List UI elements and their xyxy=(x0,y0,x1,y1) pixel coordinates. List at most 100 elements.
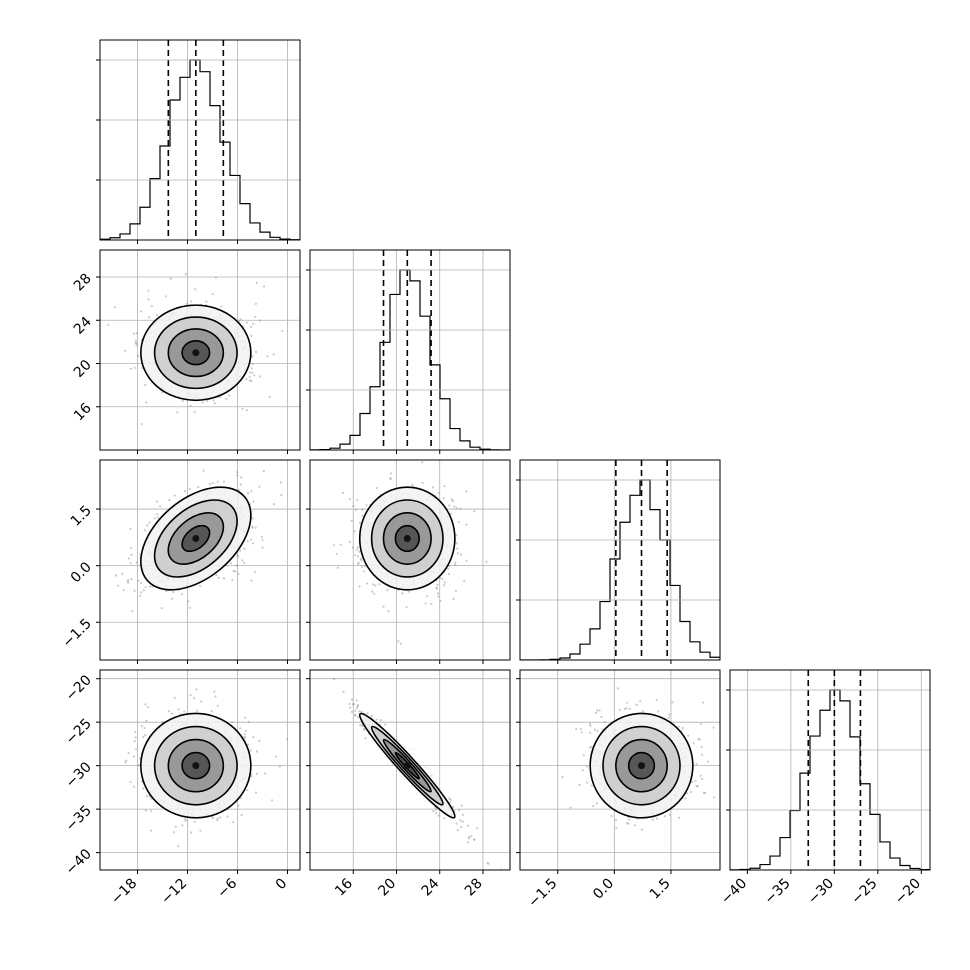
scatter-point xyxy=(486,861,489,864)
scatter-point xyxy=(410,785,413,788)
x-tick-label: 1.5 xyxy=(647,876,674,903)
contour-0 xyxy=(181,340,211,366)
scatter-point xyxy=(461,813,465,817)
scatter-point xyxy=(696,785,699,788)
scatter-point xyxy=(459,553,462,556)
scatter-point xyxy=(229,562,233,565)
scatter-point xyxy=(443,581,446,584)
scatter-point xyxy=(451,500,454,503)
scatter-point xyxy=(142,589,145,592)
scatter-point xyxy=(701,753,704,756)
scatter-point xyxy=(360,565,364,568)
density-peak xyxy=(192,762,200,770)
scatter-point xyxy=(132,755,136,758)
scatter-point xyxy=(588,722,591,725)
scatter-point xyxy=(241,407,244,410)
scatter-point xyxy=(437,491,440,495)
scatter-point xyxy=(133,589,136,592)
scatter-point xyxy=(389,477,392,480)
scatter-point xyxy=(130,553,133,557)
scatter-point xyxy=(147,706,150,709)
x-tick-label: −1.5 xyxy=(525,876,560,911)
scatter-point xyxy=(363,728,366,731)
scatter-point xyxy=(341,491,345,494)
scatter-point xyxy=(375,718,378,721)
histogram-0 xyxy=(100,59,300,240)
scatter-point xyxy=(403,778,406,781)
scatter-point xyxy=(439,576,442,580)
scatter-point xyxy=(689,790,693,794)
scatter-point xyxy=(448,504,451,507)
scatter-point xyxy=(379,719,382,722)
scatter-point xyxy=(261,546,264,549)
scatter-point xyxy=(147,316,151,319)
scatter-point xyxy=(434,808,438,811)
scatter-point xyxy=(600,715,603,719)
contour-3 xyxy=(358,486,456,591)
scatter-point xyxy=(623,707,626,711)
scatter-point xyxy=(259,319,262,322)
scatter-point xyxy=(365,582,369,585)
scatter-point xyxy=(700,745,703,748)
scatter-point xyxy=(465,559,468,562)
scatter-point xyxy=(131,610,134,613)
scatter-point xyxy=(355,707,359,710)
scatter-point xyxy=(260,535,263,539)
scatter-point xyxy=(140,310,143,313)
x-tick-label: 0 xyxy=(273,876,291,894)
scatter-point xyxy=(243,735,247,738)
scatter-point xyxy=(135,344,138,347)
scatter-point xyxy=(250,334,253,337)
scatter-point xyxy=(129,367,133,370)
scatter-point xyxy=(261,538,264,542)
scatter-point xyxy=(671,701,674,704)
axes-frame xyxy=(729,669,931,871)
scatter-point xyxy=(366,712,369,715)
scatter-point xyxy=(354,508,357,512)
scatter-point xyxy=(397,740,400,743)
scatter-point xyxy=(424,602,427,605)
scatter-point xyxy=(214,695,217,698)
scatter-point xyxy=(134,748,138,751)
scatter-point xyxy=(149,829,153,832)
scatter-point xyxy=(236,554,239,557)
scatter-point xyxy=(592,804,595,808)
axes-frame xyxy=(99,249,301,451)
scatter-point xyxy=(421,461,424,464)
scatter-point xyxy=(146,524,149,527)
scatter-point xyxy=(254,315,257,318)
scatter-point xyxy=(598,709,601,712)
scatter-point xyxy=(134,342,137,345)
scatter-point xyxy=(467,835,470,839)
scatter-point xyxy=(401,592,404,595)
scatter-point xyxy=(176,411,179,414)
scatter-point xyxy=(255,750,259,753)
panel-content xyxy=(332,461,488,645)
density-peak xyxy=(638,762,646,770)
scatter-point xyxy=(189,831,193,834)
scatter-point xyxy=(258,739,261,743)
panel-content xyxy=(561,687,716,831)
scatter-point xyxy=(200,700,203,703)
scatter-point xyxy=(363,565,367,568)
scatter-point xyxy=(354,709,357,712)
scatter-point xyxy=(677,816,681,819)
scatter-point xyxy=(160,607,163,610)
y-tick-label: −35 xyxy=(63,803,95,835)
scatter-point xyxy=(701,777,704,781)
scatter-point xyxy=(222,577,226,580)
scatter-point xyxy=(122,588,125,592)
scatter-point xyxy=(363,727,366,731)
scatter-point xyxy=(476,827,479,830)
scatter-point xyxy=(137,764,141,767)
scatter-point xyxy=(107,323,110,326)
scatter-point xyxy=(142,736,145,739)
scatter-point xyxy=(189,404,192,407)
scatter-point xyxy=(455,534,458,537)
scatter-point xyxy=(248,375,251,378)
scatter-point xyxy=(246,539,249,543)
contour-2 xyxy=(370,725,444,806)
scatter-point xyxy=(247,720,250,724)
scatter-point xyxy=(237,555,240,558)
scatter-point xyxy=(585,765,588,768)
